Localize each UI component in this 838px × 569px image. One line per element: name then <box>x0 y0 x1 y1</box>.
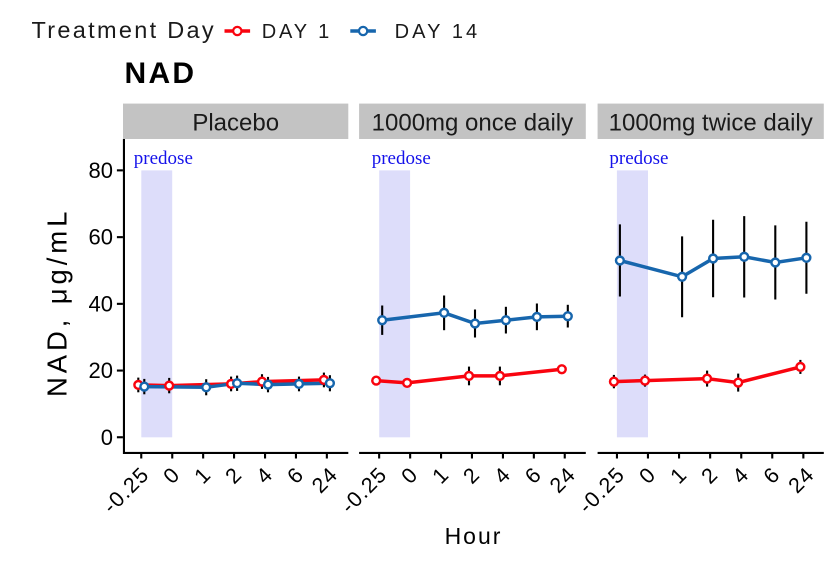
svg-text:DAY 14: DAY 14 <box>395 21 481 43</box>
svg-text:Treatment Day: Treatment Day <box>32 17 216 43</box>
svg-text:predose: predose <box>134 148 193 169</box>
svg-text:predose: predose <box>609 148 668 169</box>
svg-text:DAY 1: DAY 1 <box>262 21 332 43</box>
svg-text:40: 40 <box>89 291 113 316</box>
svg-text:NAD: NAD <box>125 57 197 90</box>
svg-text:NAD, μg/mL: NAD, μg/mL <box>42 208 73 397</box>
svg-text:80: 80 <box>89 158 113 183</box>
svg-text:predose: predose <box>372 148 431 169</box>
svg-text:20: 20 <box>89 358 113 383</box>
svg-text:1000mg once daily: 1000mg once daily <box>372 110 573 137</box>
svg-text:1000mg twice daily: 1000mg twice daily <box>609 110 813 137</box>
svg-text:60: 60 <box>89 225 113 250</box>
svg-text:0: 0 <box>101 425 113 450</box>
svg-text:Placebo: Placebo <box>192 110 279 137</box>
svg-text:Hour: Hour <box>445 523 503 549</box>
